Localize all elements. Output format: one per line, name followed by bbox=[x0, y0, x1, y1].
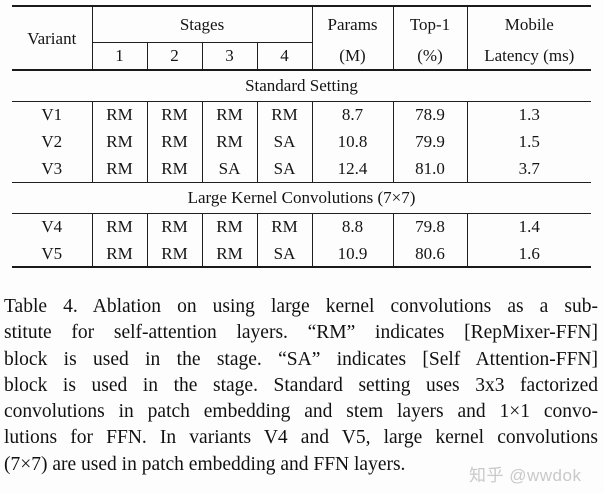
cell-latency: 1.3 bbox=[466, 101, 592, 128]
cell-stage1: RM bbox=[91, 213, 147, 240]
cell-stage4: SA bbox=[256, 240, 313, 268]
cell-latency: 1.4 bbox=[466, 213, 592, 240]
column-group-header-stages: Stages bbox=[91, 6, 313, 43]
caption-line: block is used in the stage. “SA” indicat… bbox=[4, 348, 598, 370]
column-header-variant: Variant bbox=[12, 6, 92, 71]
caption-line: lutions for FFN. In variants V4 and V5, … bbox=[4, 427, 598, 449]
cell-variant: V4 bbox=[41, 217, 63, 237]
caption-line: convolutions in patch embedding and stem… bbox=[4, 401, 598, 423]
cell-top1: 81.0 bbox=[392, 155, 468, 182]
cell-variant: V2 bbox=[41, 132, 63, 151]
cell-latency: 1.5 bbox=[466, 128, 592, 155]
cell-latency: 1.6 bbox=[466, 240, 592, 268]
table-row: V5 RM RM RM SA 10.9 80.6 1.6 bbox=[12, 240, 592, 268]
cell-stage3: RM bbox=[201, 101, 257, 128]
column-header-stage-4: 4 bbox=[256, 42, 313, 71]
cell-params: 10.9 bbox=[311, 240, 394, 268]
cell-top1: 79.9 bbox=[392, 128, 468, 155]
cell-stage4: RM bbox=[256, 213, 313, 240]
table-row: V4 RM RM RM RM 8.8 79.8 1.4 bbox=[12, 213, 592, 240]
cell-stage4: RM bbox=[256, 101, 313, 128]
section-heading-large-kernel: Large Kernel Convolutions (7×7) bbox=[12, 181, 592, 214]
cell-stage4: SA bbox=[256, 128, 313, 155]
column-header-top1-unit: (%) bbox=[392, 42, 468, 71]
cell-stage3: RM bbox=[201, 213, 257, 240]
column-header-mobile-unit: Latency (ms) bbox=[466, 42, 592, 71]
cell-latency: 3.7 bbox=[466, 155, 592, 182]
column-header-params: Params bbox=[311, 6, 394, 42]
zhihu-watermark: 知乎 @wwdok bbox=[469, 466, 582, 485]
cell-variant: V3 bbox=[41, 158, 63, 178]
cell-stage4: SA bbox=[256, 155, 313, 182]
cell-stage3: SA bbox=[201, 155, 257, 182]
cell-top1: 80.6 bbox=[392, 240, 468, 268]
cell-stage2: RM bbox=[146, 213, 202, 240]
column-header-stage-3: 3 bbox=[201, 42, 257, 71]
cell-stage1: RM bbox=[91, 240, 147, 268]
cell-variant: V1 bbox=[41, 105, 63, 125]
table-row: V2 RM RM RM SA 10.8 79.9 1.5 bbox=[12, 128, 592, 155]
section-heading-standard-setting: Standard Setting bbox=[12, 70, 592, 102]
column-header-top1: Top-1 bbox=[392, 6, 468, 42]
cell-stage3: RM bbox=[201, 240, 257, 268]
column-header-params-unit: (M) bbox=[311, 42, 394, 71]
paper-table-figure: Variant Stages Params Top-1 Mobile 1 2 3… bbox=[0, 5, 604, 493]
ablation-table: Variant Stages Params Top-1 Mobile 1 2 3… bbox=[12, 5, 592, 268]
cell-top1: 79.8 bbox=[392, 213, 468, 240]
caption-line: Table 4. Ablation on using large kernel … bbox=[4, 296, 598, 317]
caption-line: stitute for self-attention layers. “RM” … bbox=[4, 322, 598, 344]
table-row: V1 RM RM RM RM 8.7 78.9 1.3 bbox=[12, 101, 592, 128]
cell-stage1: RM bbox=[91, 128, 147, 155]
table-row: V3 RM RM SA SA 12.4 81.0 3.7 bbox=[12, 155, 592, 182]
cell-stage1: RM bbox=[91, 101, 147, 128]
cell-stage2: RM bbox=[146, 128, 202, 155]
cell-stage3: RM bbox=[201, 128, 257, 155]
cell-params: 10.8 bbox=[311, 128, 394, 155]
cell-stage2: RM bbox=[146, 155, 202, 182]
column-header-stage-1: 1 bbox=[91, 42, 147, 71]
cell-top1: 78.9 bbox=[392, 101, 468, 128]
cell-variant: V5 bbox=[12, 240, 92, 268]
cell-params: 12.4 bbox=[311, 155, 394, 182]
table-caption: Table 4. Ablation on using large kernel … bbox=[4, 294, 598, 478]
cell-stage2: RM bbox=[146, 240, 202, 268]
caption-line: (7×7) are used in patch embedding and FF… bbox=[4, 453, 406, 475]
cell-params: 8.7 bbox=[311, 101, 394, 128]
cell-stage2: RM bbox=[146, 101, 202, 128]
cell-stage1: RM bbox=[91, 155, 147, 182]
column-header-stage-2: 2 bbox=[146, 42, 202, 71]
cell-params: 8.8 bbox=[311, 213, 394, 240]
column-header-mobile: Mobile bbox=[466, 6, 592, 42]
caption-line: block is used in the stage. Standard set… bbox=[4, 374, 598, 396]
